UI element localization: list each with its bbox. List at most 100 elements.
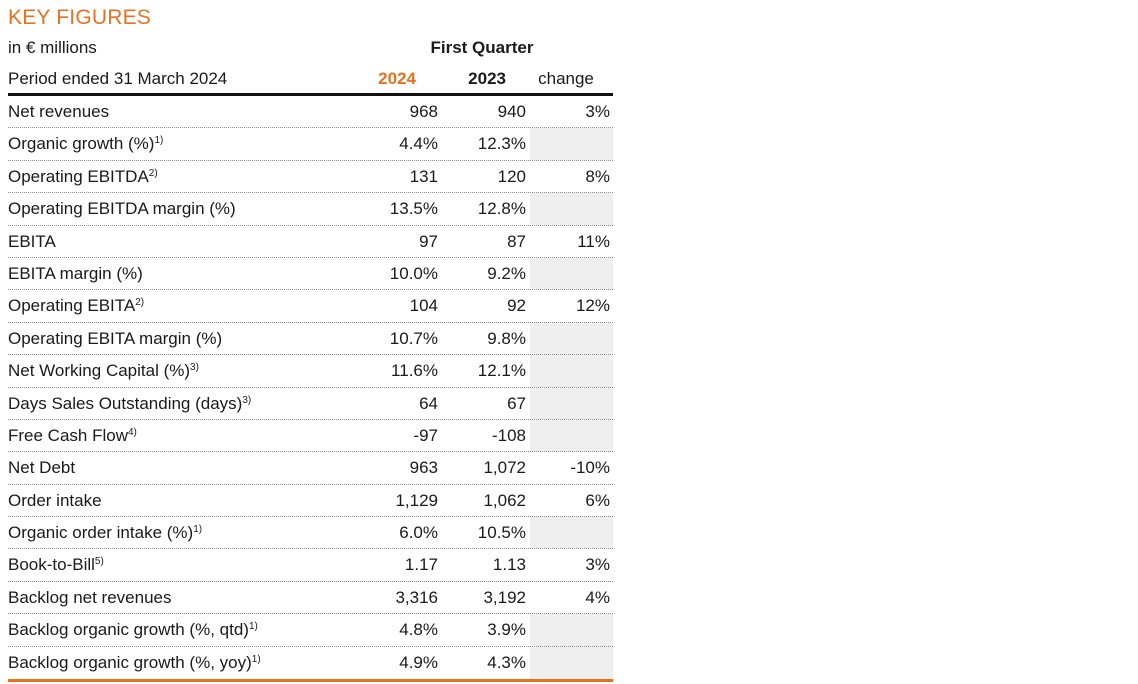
row-label-text: EBITA margin (%) [8, 263, 143, 283]
value-2023: 1,062 [483, 490, 526, 510]
value-change: 6% [585, 490, 610, 510]
table-row: Backlog organic growth (%, qtd)1) 4.8% 3.9… [8, 614, 613, 647]
table-row: Free Cash Flow4) -97 -108 [8, 419, 613, 453]
value-2023: -108 [491, 425, 526, 445]
key-figures-table: Net revenues 968 940 3% Organic growth (%)1)… [8, 96, 613, 680]
value-2023: 10.5% [477, 523, 526, 543]
row-label: Operating EBITDA margin (%) [8, 199, 236, 219]
footnote-marker: 1) [248, 621, 258, 633]
value-2023: 9.2% [487, 263, 526, 283]
change-cell [530, 257, 613, 290]
value-2024: 11.6% [391, 361, 438, 381]
table-row: Days Sales Outstanding (days)3) 64 67 [8, 387, 613, 420]
row-label: Backlog net revenues [8, 588, 172, 608]
table-row: Backlog organic growth (%, yoy)1) 4.9% 4.3… [8, 646, 613, 680]
value-2023: 12.3% [477, 134, 526, 154]
footnote-marker: 2) [135, 297, 145, 309]
row-label-text: Operating EBITDA [8, 166, 149, 186]
row-label: Free Cash Flow4) [8, 426, 137, 446]
table-row: Organic order intake (%)1) 6.0% 10.5% [8, 517, 613, 550]
value-2023: 12.1% [477, 361, 526, 381]
value-2024: 968 [409, 102, 438, 121]
row-label: Days Sales Outstanding (days)3) [8, 394, 251, 414]
page-title: KEY FIGURES [8, 6, 152, 29]
period-label: Period ended 31 March 2024 [8, 69, 228, 88]
footnote-marker: 3) [242, 394, 252, 406]
row-label-text: Operating EBITA [8, 296, 136, 316]
value-2024: 1,129 [395, 490, 438, 510]
column-header-current-year: 2024 [378, 69, 416, 88]
value-2023: 3.9% [487, 620, 526, 640]
row-label: Backlog organic growth (%, qtd)1) [8, 620, 258, 640]
row-label-text: Organic order intake (%) [8, 523, 194, 543]
row-label-text: Book-to-Bill [8, 555, 95, 575]
table-row: Operating EBITDA2) 131 120 8% [8, 161, 613, 194]
row-label-text: Net Working Capital (%) [8, 361, 191, 381]
value-2024: -97 [413, 425, 438, 445]
change-cell [530, 322, 613, 355]
value-2024: 131 [409, 166, 438, 186]
value-2023: 67 [507, 393, 526, 413]
row-label-text: Backlog net revenues [8, 587, 172, 607]
row-label: Net Debt [8, 458, 75, 478]
value-2023: 120 [497, 166, 526, 186]
value-2024: 4.9% [399, 652, 438, 672]
footnote-marker: 2) [148, 167, 158, 179]
change-cell [530, 419, 613, 452]
value-2023: 92 [507, 296, 526, 316]
row-label-text: Organic growth (%) [8, 134, 155, 154]
row-label: Net revenues [8, 102, 109, 122]
table-row: EBITA margin (%) 10.0% 9.2% [8, 257, 613, 291]
row-label: Order intake [8, 491, 102, 511]
value-2024: 4.4% [399, 134, 438, 154]
row-label: Backlog organic growth (%, yoy)1) [8, 653, 261, 673]
footnote-marker: 5) [94, 556, 104, 568]
change-cell [530, 614, 613, 646]
table-row: Organic growth (%)1) 4.4% 12.3% [8, 128, 613, 161]
value-2024: 104 [409, 296, 438, 316]
value-2024: 64 [419, 393, 438, 413]
value-2024: 6.0% [399, 523, 438, 543]
table-row: EBITA 97 87 11% [8, 226, 613, 258]
table-row: Operating EBITA margin (%) 10.7% 9.8% [8, 322, 613, 356]
row-label: Organic order intake (%)1) [8, 523, 202, 543]
row-label: Operating EBITA margin (%) [8, 329, 222, 349]
change-cell [530, 387, 613, 419]
row-label: Net Working Capital (%)3) [8, 361, 199, 381]
table-row: Book-to-Bill5) 1.17 1.13 3% [8, 549, 613, 582]
footnote-marker: 1) [154, 135, 164, 147]
row-label: Book-to-Bill5) [8, 555, 104, 575]
change-cell [530, 517, 613, 549]
row-label-text: EBITA [8, 231, 56, 251]
value-2024: 10.7% [389, 328, 438, 348]
footnote-marker: 1) [193, 524, 203, 536]
column-header-prior-year: 2023 [468, 69, 506, 88]
row-label-text: Net Debt [8, 458, 76, 478]
value-2024: 10.0% [389, 263, 438, 283]
value-2023: 4.3% [487, 652, 526, 672]
value-2023: 12.8% [477, 199, 526, 219]
column-header-change: change [538, 69, 594, 88]
units-label: in € millions [8, 38, 97, 57]
header-rule [8, 93, 613, 96]
row-label: EBITA margin (%) [8, 264, 143, 284]
change-cell [530, 646, 613, 680]
row-label: Operating EBITDA2) [8, 167, 158, 187]
row-label-text: Operating EBITDA margin (%) [8, 199, 236, 219]
change-cell [530, 193, 613, 225]
value-2024: 1.17 [404, 555, 438, 575]
table-row: Backlog net revenues 3,316 3,192 4% [8, 582, 613, 615]
row-label-text: Free Cash Flow [8, 425, 128, 445]
footnote-marker: 4) [127, 426, 137, 438]
column-group-header: First Quarter [430, 38, 534, 57]
value-2023: 1.13 [492, 555, 526, 575]
value-2024: 4.8% [399, 620, 438, 640]
table-row: Operating EBITA2) 104 92 12% [8, 290, 613, 323]
value-2023: 87 [507, 231, 526, 251]
value-2023: 3,192 [483, 587, 526, 607]
value-2024: 963 [409, 458, 438, 478]
value-change: 3% [585, 555, 610, 575]
value-change: 11% [577, 231, 610, 251]
table-row: Net Working Capital (%)3) 11.6% 12.1% [8, 355, 613, 388]
table-row: Operating EBITDA margin (%) 13.5% 12.8% [8, 193, 613, 226]
